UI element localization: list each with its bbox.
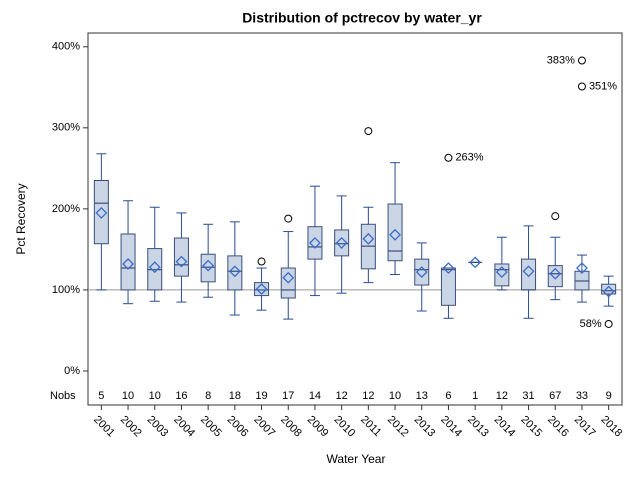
mean-marker xyxy=(495,266,508,279)
x-tick-label: 2017 xyxy=(572,414,598,440)
chart-title: Distribution of pctrecov by water_yr xyxy=(242,10,482,26)
box xyxy=(387,203,403,262)
mean-marker xyxy=(202,259,215,272)
box xyxy=(227,255,243,291)
nobs-value: 10 xyxy=(122,390,134,402)
box xyxy=(334,229,350,257)
outlier xyxy=(444,153,453,162)
nobs-value: 16 xyxy=(175,390,187,402)
mean-marker xyxy=(95,207,108,219)
mean-marker xyxy=(576,262,588,274)
mean-marker xyxy=(549,267,562,280)
outlier xyxy=(577,82,586,91)
box xyxy=(547,265,563,288)
mean-marker xyxy=(282,271,295,284)
mean-marker xyxy=(122,258,134,270)
x-tick-label: 2018 xyxy=(598,414,624,440)
y-tick-label: 400% xyxy=(52,41,80,53)
outlier xyxy=(604,319,613,328)
nobs-value: 5 xyxy=(98,390,104,402)
nobs-value: 12 xyxy=(362,390,374,402)
x-tick-label: 2009 xyxy=(305,414,331,440)
y-tick-label: 200% xyxy=(52,203,80,215)
x-tick-label: 2008 xyxy=(278,414,304,440)
nobs-value: 19 xyxy=(255,390,267,402)
y-axis-label: Pct Recovery xyxy=(14,183,28,254)
nobs-value: 17 xyxy=(282,390,294,402)
outlier xyxy=(577,56,586,65)
x-axis-label: Water Year xyxy=(327,452,386,466)
x-tick-label: 2013 xyxy=(465,414,491,440)
y-tick-label: 100% xyxy=(52,284,80,296)
x-tick-label: 2006 xyxy=(225,414,251,440)
box xyxy=(440,267,456,306)
box xyxy=(414,258,430,286)
x-tick-label: 2014 xyxy=(438,414,464,440)
box xyxy=(120,233,136,291)
box xyxy=(307,226,323,260)
nobs-value: 33 xyxy=(576,390,588,402)
nobs-value: 1 xyxy=(472,390,478,402)
box xyxy=(521,258,537,291)
mean-marker xyxy=(362,232,375,245)
box xyxy=(200,253,216,283)
x-tick-label: 2001 xyxy=(91,414,117,440)
outlier xyxy=(284,214,293,223)
nobs-value: 10 xyxy=(389,390,401,402)
nobs-value: 14 xyxy=(309,390,321,402)
nobs-value: 18 xyxy=(229,390,241,402)
x-tick-label: 2004 xyxy=(171,414,197,440)
mean-marker xyxy=(602,285,615,298)
outlier-label: 383% xyxy=(547,54,575,66)
nobs-value: 12 xyxy=(336,390,348,402)
nobs-value: 67 xyxy=(549,390,561,402)
mean-marker xyxy=(469,256,482,269)
plot-frame xyxy=(87,32,623,406)
nobs-value: 10 xyxy=(149,390,161,402)
x-tick-label: 2012 xyxy=(385,414,411,440)
nobs-value: 9 xyxy=(606,390,612,402)
x-tick-label: 2010 xyxy=(331,414,357,440)
box xyxy=(254,282,270,297)
mean-marker xyxy=(335,236,348,249)
y-tick-label: 300% xyxy=(52,122,80,134)
nobs-value: 8 xyxy=(205,390,211,402)
outlier-label: 351% xyxy=(589,80,617,92)
x-tick-label: 2007 xyxy=(251,414,277,440)
mean-marker xyxy=(228,265,241,278)
box xyxy=(93,180,109,245)
mean-marker xyxy=(309,236,321,249)
nobs-value: 12 xyxy=(496,390,508,402)
nobs-label: Nobs xyxy=(50,390,76,402)
x-tick-label: 2002 xyxy=(118,414,144,440)
outlier xyxy=(364,127,373,136)
x-tick-label: 2015 xyxy=(518,414,544,440)
nobs-value: 31 xyxy=(522,390,534,402)
mean-marker xyxy=(175,255,188,268)
nobs-value: 6 xyxy=(445,390,451,402)
mean-marker xyxy=(415,266,428,279)
mean-marker xyxy=(148,261,161,274)
x-tick-label: 2013 xyxy=(412,414,438,440)
x-tick-label: 2011 xyxy=(358,414,383,439)
box xyxy=(601,283,617,295)
mean-marker xyxy=(522,265,535,278)
mean-marker xyxy=(389,228,401,241)
outlier-label: 263% xyxy=(455,152,483,164)
nobs-value: 13 xyxy=(416,390,428,402)
mean-marker xyxy=(442,262,455,274)
x-tick-label: 2005 xyxy=(198,414,224,440)
outlier xyxy=(551,212,560,221)
x-tick-label: 2016 xyxy=(545,414,571,440)
mean-marker xyxy=(255,283,268,296)
outlier xyxy=(257,257,266,266)
y-tick-label: 0% xyxy=(64,365,80,377)
outlier-label: 58% xyxy=(580,318,602,330)
x-tick-label: 2014 xyxy=(492,414,518,440)
x-tick-label: 2003 xyxy=(145,414,171,440)
